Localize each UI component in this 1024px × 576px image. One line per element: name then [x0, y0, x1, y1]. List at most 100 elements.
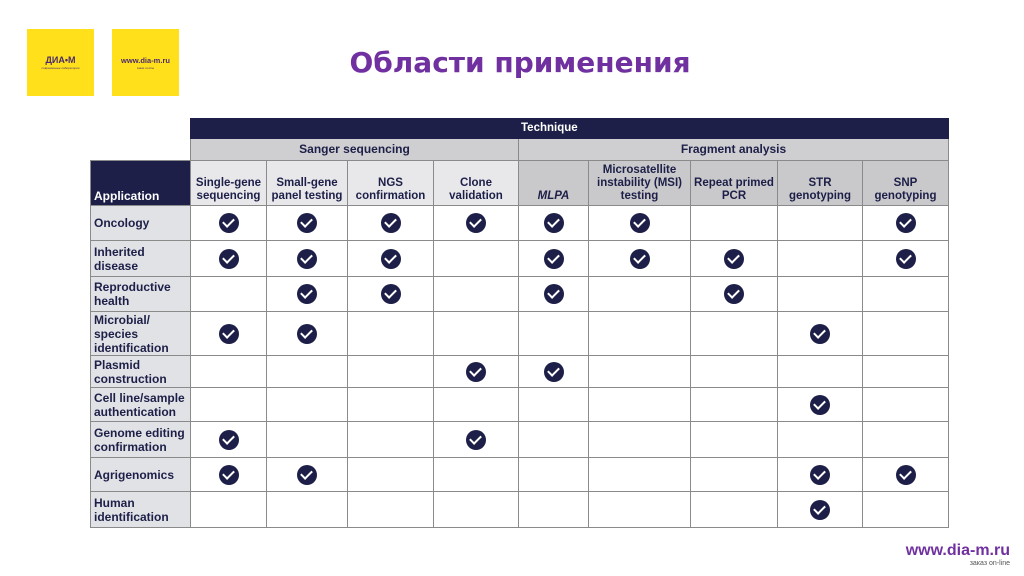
check-icon	[895, 213, 916, 233]
table-cell	[190, 421, 267, 458]
table-cell	[433, 276, 519, 312]
check-icon	[297, 323, 317, 344]
row-label: Genome editing confirmation	[90, 421, 191, 458]
table-cell	[777, 421, 863, 458]
table-cell	[347, 387, 434, 422]
table-row: Agrigenomics	[90, 457, 949, 492]
check-icon	[297, 284, 317, 304]
table-cell	[862, 421, 949, 458]
table-row: Genome editing confirmation	[90, 421, 949, 458]
logo-text: ДИА•М	[45, 55, 76, 65]
table-cell	[690, 421, 778, 458]
table-cell	[777, 276, 863, 312]
check-icon	[380, 213, 401, 233]
table-cell	[347, 457, 434, 492]
table-cell	[347, 491, 434, 528]
table-cell	[777, 491, 863, 528]
check-icon	[810, 323, 830, 344]
table-row: Oncology	[90, 205, 949, 241]
table-cell	[777, 457, 863, 492]
check-icon	[218, 323, 239, 344]
website-logo[interactable]: www.dia-m.ru заказ on-line	[112, 29, 179, 96]
table-cell	[588, 421, 691, 458]
check-icon	[466, 429, 486, 450]
check-icon	[297, 464, 317, 485]
table-cell	[862, 387, 949, 422]
table-cell	[777, 355, 863, 388]
table-cell	[433, 387, 519, 422]
table-cell	[518, 276, 589, 312]
check-icon	[543, 361, 564, 382]
table-cell	[518, 311, 589, 356]
table-cell	[690, 276, 778, 312]
check-icon	[810, 464, 830, 485]
table-cell	[190, 457, 267, 492]
table-cell	[347, 276, 434, 312]
row-label: Microbial/ species identification	[90, 311, 191, 356]
application-header: Application	[90, 160, 191, 206]
row-label: Cell line/sample authentication	[90, 387, 191, 422]
table-cell	[433, 240, 519, 277]
column-header: NGS confirmation	[347, 160, 434, 206]
check-icon	[380, 284, 401, 304]
column-header: SNP genotyping	[862, 160, 949, 206]
group-header: Fragment analysis	[518, 138, 949, 161]
column-header: STR genotyping	[777, 160, 863, 206]
check-icon	[543, 213, 564, 233]
table-cell	[433, 491, 519, 528]
page-title: Области применения	[349, 46, 691, 79]
logo-tagline: современные лаборатории	[41, 66, 80, 70]
table-cell	[433, 457, 519, 492]
check-icon	[629, 213, 650, 233]
table-cell	[690, 205, 778, 241]
table-cell	[190, 311, 267, 356]
check-icon	[218, 213, 239, 233]
column-header: Repeat primed PCR	[690, 160, 778, 206]
check-icon	[466, 361, 486, 382]
table-cell	[518, 491, 589, 528]
logo-url: www.dia-m.ru	[121, 55, 170, 65]
table-cell	[862, 311, 949, 356]
table-cell	[690, 311, 778, 356]
footer-url: www.dia-m.ru	[905, 542, 1010, 559]
table-cell	[588, 457, 691, 492]
check-icon	[810, 394, 830, 415]
table-cell	[690, 457, 778, 492]
table-cell	[433, 205, 519, 241]
table-cell	[190, 205, 267, 241]
table-cell	[777, 387, 863, 422]
column-header: Clone validation	[433, 160, 519, 206]
check-icon	[297, 248, 317, 269]
table-cell	[266, 311, 348, 356]
table-cell	[190, 387, 267, 422]
table-cell	[266, 355, 348, 388]
table-cell	[690, 355, 778, 388]
table-cell	[347, 421, 434, 458]
table-cell	[266, 240, 348, 277]
technique-header: Technique	[190, 118, 949, 139]
table-cell	[588, 240, 691, 277]
table-cell	[518, 205, 589, 241]
row-label: Inherited disease	[90, 240, 191, 277]
dia-m-logo: ДИА•М современные лаборатории	[27, 29, 94, 96]
table-cell	[862, 205, 949, 241]
table-row: Cell line/sample authentication	[90, 387, 949, 422]
check-icon	[218, 464, 239, 485]
row-label: Human identification	[90, 491, 191, 528]
table-cell	[862, 457, 949, 492]
check-icon	[810, 499, 830, 520]
table-cell	[347, 355, 434, 388]
row-label: Plasmid construction	[90, 355, 191, 388]
table-cell	[347, 311, 434, 356]
footer-tagline: заказ on-line	[969, 560, 1010, 567]
table-cell	[190, 240, 267, 277]
table-cell	[588, 355, 691, 388]
footer-website[interactable]: www.dia-m.ru заказ on-line	[906, 542, 1010, 567]
check-icon	[724, 284, 744, 304]
check-icon	[724, 248, 744, 269]
check-icon	[629, 248, 650, 269]
table-cell	[266, 205, 348, 241]
row-label: Oncology	[90, 205, 191, 241]
table-cell	[266, 457, 348, 492]
table-cell	[347, 240, 434, 277]
